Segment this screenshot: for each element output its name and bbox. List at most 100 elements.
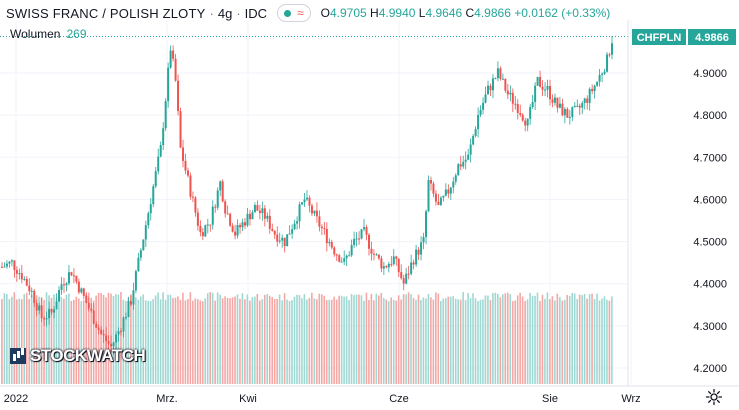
volume-bar <box>348 300 350 384</box>
candle-body <box>172 50 175 59</box>
candle-body <box>504 78 507 91</box>
volume-bar <box>343 296 345 384</box>
candle-body <box>162 128 165 146</box>
candle-body <box>372 253 375 255</box>
volume-bar <box>328 299 331 384</box>
volume-bar <box>526 299 529 384</box>
volume-bar <box>249 300 251 384</box>
volume-bar <box>435 292 437 384</box>
candle-body <box>593 85 596 92</box>
candle-body <box>3 266 6 268</box>
candle-body <box>496 68 499 79</box>
candle-body <box>15 269 18 274</box>
volume-bar <box>209 292 211 384</box>
candle-body <box>591 88 594 92</box>
volume-bar <box>591 293 593 384</box>
volume-bar <box>417 294 420 384</box>
candle-body <box>313 210 316 214</box>
volume-bar <box>608 300 611 384</box>
candle-body <box>611 43 613 55</box>
settings-gear-icon[interactable] <box>705 388 723 406</box>
volume-bar <box>598 300 601 384</box>
candle-body <box>273 230 276 235</box>
time-tick-label: Mrz. <box>156 393 177 405</box>
volume-bar <box>142 294 145 384</box>
volume-label[interactable]: Wolumen <box>10 27 61 41</box>
candle-body <box>30 290 33 292</box>
volume-bar <box>55 297 58 384</box>
interval-label[interactable]: 4g <box>217 5 233 21</box>
candle-body <box>491 78 494 91</box>
candle-body <box>167 67 170 102</box>
volume-bar <box>415 299 417 384</box>
candle-body <box>472 135 475 145</box>
volume-bar <box>261 299 264 384</box>
candle-body <box>325 228 328 244</box>
volume-bar <box>239 298 241 384</box>
volume-bar <box>323 295 326 384</box>
candle-body <box>308 197 311 206</box>
candle-body <box>390 263 393 265</box>
candle-body <box>246 213 249 226</box>
volume-bar <box>489 300 492 384</box>
time-tick-label: Wrz <box>621 393 640 405</box>
volume-bar <box>440 301 442 384</box>
candle-body <box>137 257 140 272</box>
volume-bar <box>184 300 187 384</box>
volume-bar <box>385 299 388 384</box>
candle-body <box>402 278 405 284</box>
volume-bar <box>157 292 159 384</box>
candle-body <box>48 308 51 319</box>
volume-bar <box>137 299 140 384</box>
volume-bar <box>563 299 566 384</box>
volume-bar <box>551 296 554 384</box>
candle-body <box>541 86 544 90</box>
candle-body <box>345 255 348 259</box>
candle-body <box>75 275 78 282</box>
candle-body <box>432 183 435 194</box>
volume-bar <box>368 299 370 384</box>
candle-body <box>315 210 318 217</box>
candle-body <box>90 308 93 311</box>
volume-bar <box>224 296 226 384</box>
candle-body <box>380 258 383 269</box>
candle-body <box>298 204 301 222</box>
candle-body <box>526 118 529 126</box>
candle-body <box>139 250 142 258</box>
volume-bar <box>586 298 588 384</box>
volume-bar <box>504 293 507 384</box>
time-axis[interactable]: 2022 Mrz. Kwi Cze Sie Wrz <box>0 385 739 405</box>
chart-grid <box>0 20 632 384</box>
volume-bar <box>514 300 516 384</box>
candle-body <box>407 273 410 275</box>
time-tick-label: 2022 <box>4 393 28 405</box>
volume-bar <box>355 294 358 384</box>
volume-bar <box>271 297 273 384</box>
volume-bar <box>194 298 197 384</box>
candle-body <box>367 234 370 249</box>
market-status-pill[interactable]: ≈ <box>277 4 311 22</box>
candle-body <box>437 201 440 205</box>
symbol-title[interactable]: SWISS FRANC / POLISH ZLOTY <box>6 5 206 21</box>
candle-body <box>509 92 512 95</box>
separator: · <box>209 5 214 21</box>
volume-bar <box>432 299 435 384</box>
volume-value: 269 <box>66 27 87 41</box>
candle-body <box>444 189 447 196</box>
price-axis[interactable]: 4.9000 4.8000 4.7000 4.6000 4.5000 4.4000 4.30… <box>627 20 727 386</box>
candle-body <box>529 106 532 119</box>
volume-bar <box>382 297 385 384</box>
volume-bar <box>452 296 455 384</box>
candle-body <box>164 101 167 129</box>
candle-body <box>524 120 527 126</box>
candle-body <box>310 205 313 214</box>
candle-body <box>263 208 266 219</box>
volume-bar <box>169 294 172 384</box>
volume-bar <box>472 293 474 384</box>
volume-bar <box>479 299 482 384</box>
volume-bar <box>20 299 23 384</box>
candle-body <box>499 68 502 79</box>
candle-body <box>578 105 581 108</box>
volume-bar <box>544 298 546 384</box>
